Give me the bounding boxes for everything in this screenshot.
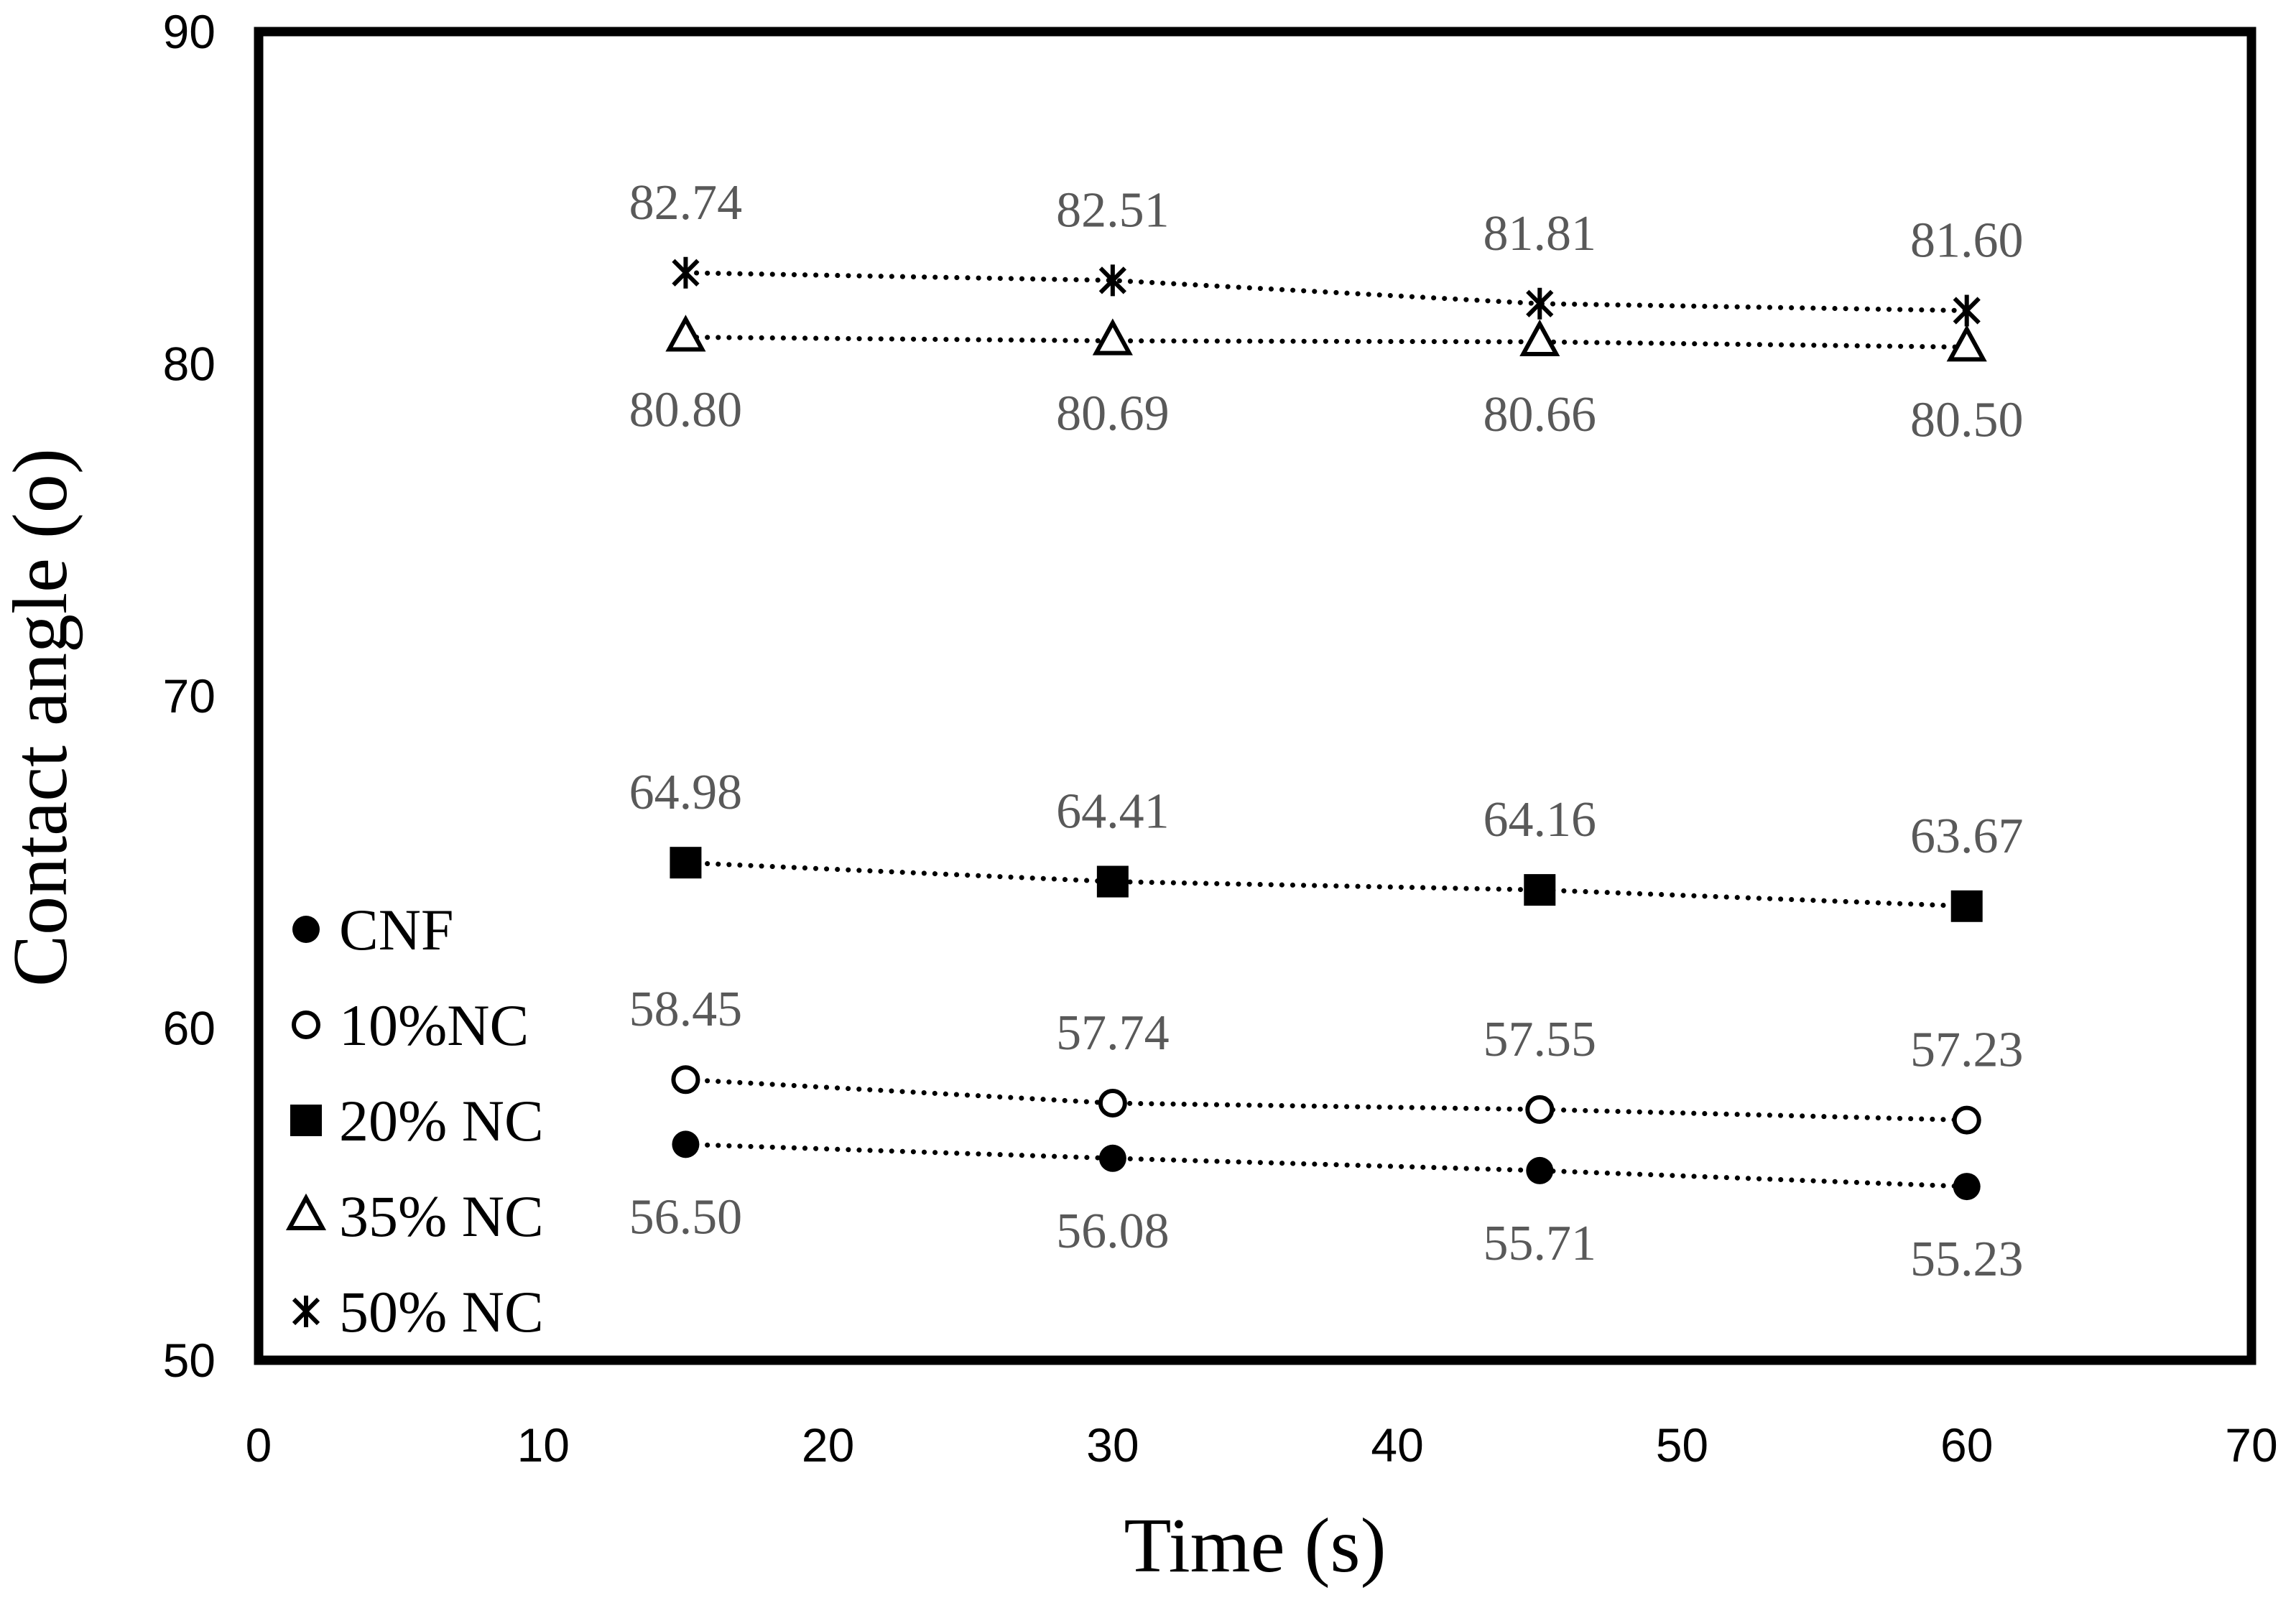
y-tick-label: 60	[163, 1002, 216, 1055]
marker-20pct-nc	[1524, 874, 1556, 906]
y-tick-label: 70	[163, 669, 216, 722]
data-label-35pct-nc: 80.80	[629, 383, 743, 438]
marker-10pctnc	[1952, 1105, 1981, 1135]
data-label-50pct-nc: 81.60	[1910, 213, 2024, 269]
data-label-35pct-nc: 80.66	[1483, 387, 1597, 442]
data-label-10pctnc: 57.23	[1910, 1023, 2024, 1078]
trendline-20pct-nc	[682, 860, 1970, 909]
legend-marker-20pct-nc	[290, 1105, 322, 1136]
y-tick-label: 90	[163, 5, 216, 58]
x-tick-label: 30	[1086, 1418, 1139, 1472]
legend-item: 35% NC	[285, 1184, 544, 1249]
data-label-cnf: 56.08	[1056, 1204, 1170, 1259]
marker-35pct-nc	[1946, 325, 1987, 362]
marker-50pct-nc	[672, 256, 700, 289]
x-tick-label: 20	[802, 1418, 854, 1472]
legend-marker-35pct-nc	[285, 1193, 327, 1230]
y-tick-label: 50	[163, 1334, 216, 1387]
legend: CNF 10%NC 20% NC 35% NC 50% NC	[285, 897, 544, 1344]
x-tick-label: 40	[1371, 1418, 1423, 1472]
data-label-cnf: 56.50	[629, 1189, 743, 1245]
marker-10pctnc	[1525, 1095, 1555, 1124]
x-tick-label: 10	[517, 1418, 570, 1472]
marker-10pctnc	[671, 1065, 700, 1095]
data-label-20pct-nc: 64.16	[1483, 792, 1597, 847]
trendline-50pct-nc	[682, 270, 1970, 313]
legend-marker-50pct-nc	[292, 1296, 320, 1327]
marker-cnf	[1098, 1144, 1126, 1172]
data-label-10pctnc: 57.74	[1056, 1005, 1170, 1061]
plot-frame	[254, 27, 2256, 1365]
legend-item: 20% NC	[290, 1088, 544, 1153]
data-label-50pct-nc: 82.51	[1056, 182, 1170, 238]
data-label-cnf: 55.71	[1483, 1216, 1597, 1271]
legend-item: 10%NC	[292, 993, 529, 1058]
legend-item: CNF	[292, 897, 454, 962]
data-label-20pct-nc: 63.67	[1910, 809, 2024, 864]
marker-cnf	[672, 1130, 700, 1158]
marker-35pct-nc	[1092, 318, 1133, 356]
marker-50pct-nc	[1526, 287, 1554, 320]
data-markers	[665, 256, 1987, 1201]
legend-marker-cnf	[292, 916, 320, 943]
trendline-cnf	[682, 1141, 1970, 1189]
legend-label: CNF	[339, 897, 454, 962]
marker-cnf	[1953, 1173, 1981, 1201]
trendlines	[682, 270, 1970, 1189]
marker-20pct-nc	[670, 847, 702, 879]
marker-cnf	[1526, 1156, 1554, 1184]
x-axis-ticks: 0 10 20 30 40 50 60 70	[246, 1418, 2278, 1472]
data-labels: 56.50 56.08 55.71 55.23 58.45 57.74 57.55 57.23…	[629, 175, 2024, 1287]
legend-item: 50% NC	[292, 1279, 544, 1344]
x-axis-title: Time (s)	[1124, 1503, 1386, 1589]
marker-35pct-nc	[665, 315, 706, 352]
data-label-50pct-nc: 82.74	[629, 175, 743, 231]
data-label-35pct-nc: 80.69	[1056, 386, 1170, 442]
x-tick-label: 50	[1656, 1418, 1708, 1472]
marker-20pct-nc	[1096, 865, 1129, 898]
data-label-10pctnc: 57.55	[1483, 1012, 1597, 1067]
legend-label: 50% NC	[339, 1279, 544, 1344]
data-label-50pct-nc: 81.81	[1483, 206, 1597, 261]
marker-50pct-nc	[1098, 264, 1126, 297]
data-label-35pct-nc: 80.50	[1910, 392, 2024, 447]
legend-label: 10%NC	[339, 993, 529, 1058]
y-axis-ticks: 50 60 70 80 90	[163, 5, 216, 1387]
marker-10pctnc	[1098, 1089, 1127, 1118]
data-label-20pct-nc: 64.41	[1056, 784, 1170, 840]
x-tick-label: 0	[246, 1418, 272, 1472]
y-tick-label: 80	[163, 338, 216, 391]
data-label-20pct-nc: 64.98	[629, 765, 743, 820]
x-tick-label: 70	[2225, 1418, 2277, 1472]
y-axis-title: Contact angle (o)	[0, 448, 83, 987]
marker-20pct-nc	[1950, 890, 1983, 922]
legend-label: 20% NC	[339, 1088, 544, 1153]
data-label-10pctnc: 58.45	[629, 982, 743, 1037]
trendline-10pctnc	[682, 1077, 1970, 1123]
data-label-cnf: 55.23	[1910, 1232, 2024, 1287]
marker-35pct-nc	[1519, 319, 1560, 356]
x-tick-label: 60	[1940, 1418, 1993, 1472]
legend-marker-10pctnc	[292, 1010, 320, 1039]
trendline-35pct-nc	[682, 335, 1970, 350]
marker-50pct-nc	[1953, 294, 1981, 327]
legend-label: 35% NC	[339, 1184, 544, 1249]
